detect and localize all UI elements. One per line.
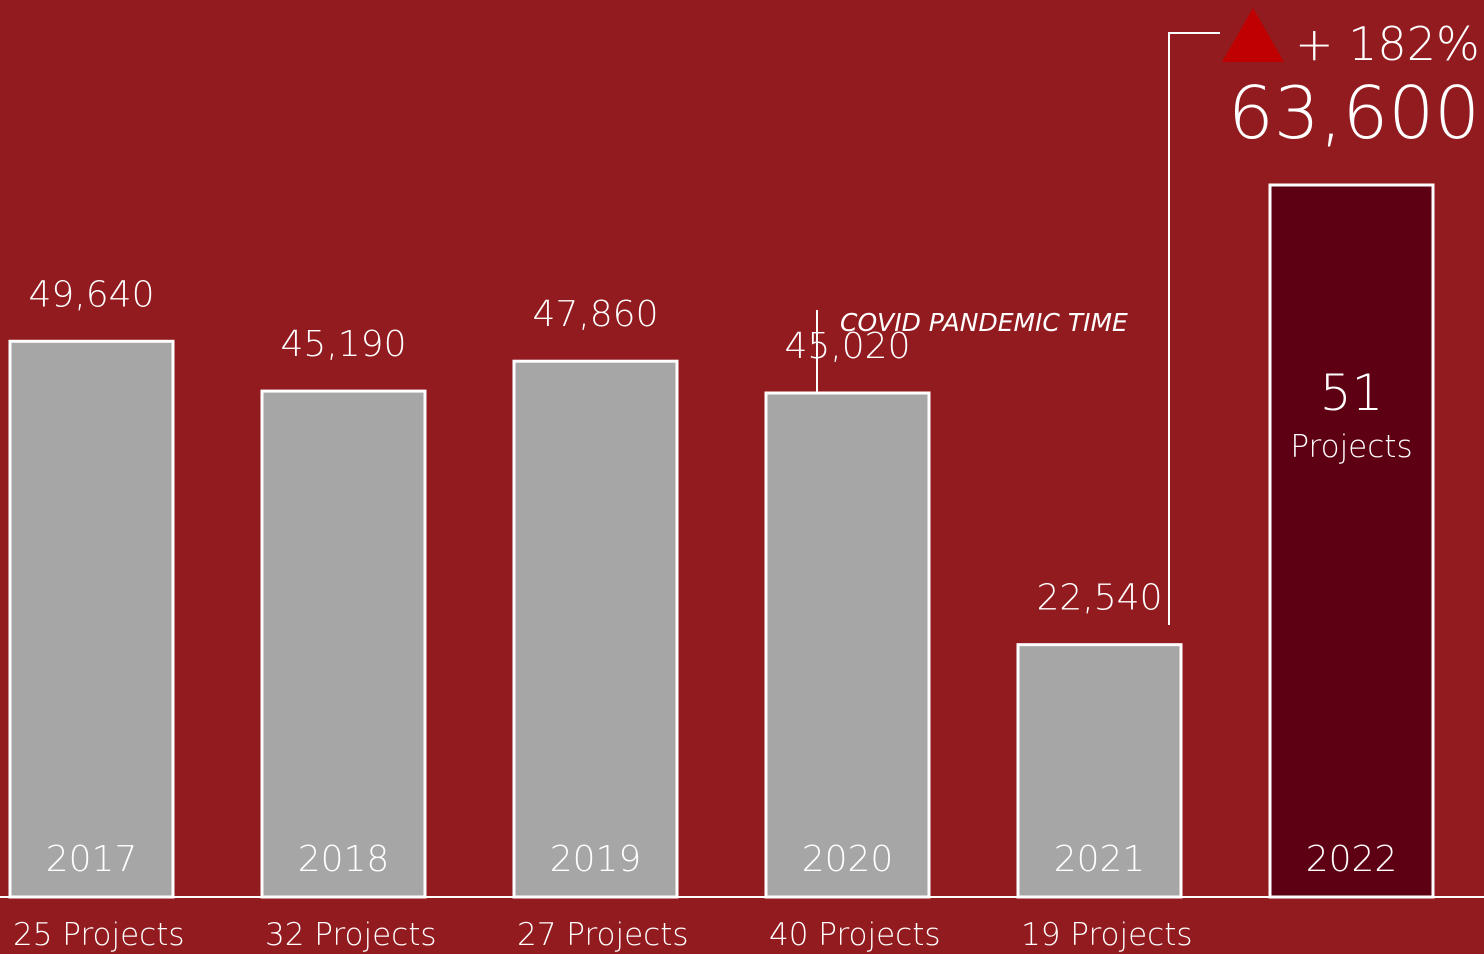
- project-count: 51: [1320, 364, 1384, 422]
- value-label: 47,860: [533, 294, 659, 335]
- growth-triangle: [1222, 8, 1284, 62]
- value-label: 49,640: [29, 274, 155, 315]
- project-label: 27 Projects: [517, 917, 689, 953]
- year-label: 2018: [298, 839, 390, 880]
- bar: [1268, 183, 1435, 899]
- value-label: 63,600: [1228, 71, 1480, 155]
- growth-bracket: [1168, 32, 1220, 625]
- year-label: 2021: [1054, 839, 1146, 880]
- year-label: 2020: [802, 839, 894, 880]
- covid-annotation: COVID PANDEMIC TIME: [840, 308, 1128, 337]
- year-label: 2022: [1306, 839, 1398, 880]
- year-label: 2017: [46, 839, 138, 880]
- value-label: 45,190: [281, 324, 407, 365]
- bar: [1016, 643, 1183, 899]
- bar: [8, 339, 175, 899]
- project-label: Projects: [1290, 429, 1412, 465]
- bar: [764, 391, 931, 899]
- bar: [260, 389, 427, 899]
- project-label: 25 Projects: [13, 917, 185, 953]
- value-label: 45,020: [785, 326, 911, 367]
- project-label: 19 Projects: [1021, 917, 1193, 953]
- year-label: 2019: [550, 839, 642, 880]
- bar: [512, 359, 679, 899]
- project-label: 40 Projects: [769, 917, 941, 953]
- value-label: 22,540: [1037, 578, 1163, 619]
- project-label: 32 Projects: [265, 917, 437, 953]
- growth-annotation: + 182%: [1295, 17, 1480, 71]
